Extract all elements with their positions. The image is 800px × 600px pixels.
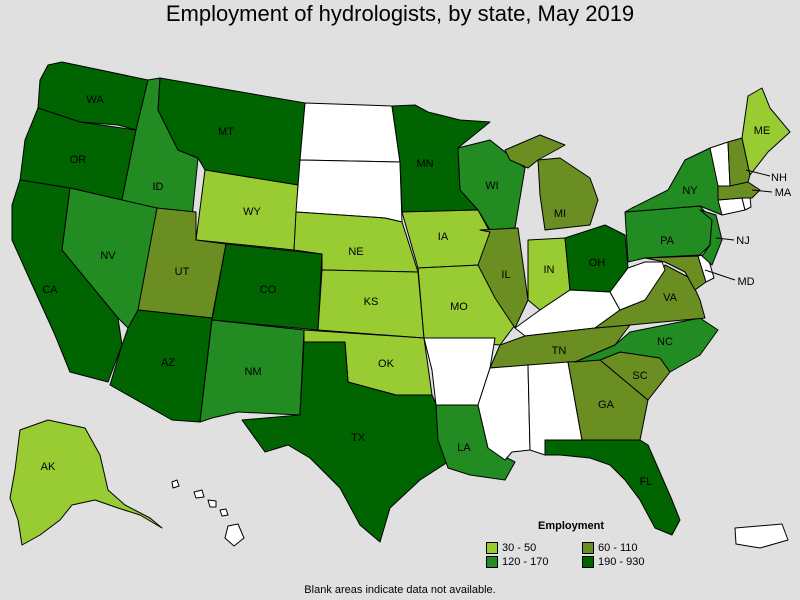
label-ME: ME — [754, 125, 771, 137]
label-LA: LA — [457, 442, 471, 454]
state-AK[interactable] — [9, 419, 163, 546]
label-WA: WA — [86, 94, 104, 106]
label-TN: TN — [552, 345, 567, 357]
label-NM: NM — [244, 366, 261, 378]
label-IA: IA — [438, 231, 449, 243]
state-FL[interactable] — [544, 439, 681, 536]
label-NH: NH — [771, 172, 787, 184]
label-TX: TX — [351, 432, 366, 444]
label-KS: KS — [364, 296, 379, 308]
label-FL: FL — [640, 476, 653, 488]
label-CO: CO — [260, 284, 277, 296]
label-NY: NY — [682, 185, 698, 197]
footnote: Blank areas indicate data not available. — [304, 584, 496, 596]
label-MO: MO — [450, 301, 468, 313]
state-NC[interactable] — [574, 317, 719, 373]
state-PR[interactable] — [734, 523, 789, 549]
legend-swatch — [582, 542, 594, 554]
legend-swatch — [486, 542, 498, 554]
legend-label: 60 - 110 — [598, 542, 638, 554]
callout-lines — [704, 169, 773, 281]
state-NY[interactable] — [624, 147, 723, 216]
state-ME[interactable] — [741, 87, 791, 176]
legend-label: 190 - 930 — [598, 556, 645, 568]
legend-swatch — [486, 556, 498, 568]
label-GA: GA — [598, 399, 615, 411]
state-CT[interactable] — [717, 197, 746, 216]
label-WI: WI — [485, 180, 498, 192]
state-HI[interactable] — [171, 479, 245, 547]
legend-item-60-110: 60 - 110 — [582, 542, 678, 554]
state-ND[interactable] — [299, 102, 401, 163]
label-WY: WY — [243, 206, 261, 218]
label-NJ: NJ — [736, 235, 749, 247]
label-IL: IL — [501, 269, 510, 281]
label-MI: MI — [554, 208, 566, 220]
label-IN: IN — [544, 264, 555, 276]
label-VA: VA — [663, 292, 678, 304]
legend-item-120-170: 120 - 170 — [486, 556, 582, 568]
label-ID: ID — [153, 181, 164, 193]
label-NE: NE — [348, 246, 363, 258]
state-WA[interactable] — [37, 61, 149, 131]
state-IL[interactable] — [477, 227, 529, 329]
label-UT: UT — [175, 266, 190, 278]
label-PA: PA — [660, 235, 675, 247]
legend-item-190-930: 190 - 930 — [582, 556, 678, 568]
state-MI[interactable] — [504, 134, 599, 231]
label-CA: CA — [42, 284, 58, 296]
label-MA: MA — [775, 187, 792, 199]
legend: Employment 30 - 50 60 - 110 120 - 170 19… — [486, 520, 686, 569]
label-OR: OR — [70, 154, 87, 166]
label-SC: SC — [632, 370, 647, 382]
label-NC: NC — [657, 336, 673, 348]
label-MD: MD — [737, 276, 754, 288]
legend-swatch — [582, 556, 594, 568]
state-WV[interactable] — [609, 261, 666, 311]
legend-label: 30 - 50 — [502, 542, 537, 554]
label-NV: NV — [100, 250, 116, 262]
map-title: Employment of hydrologists, by state, Ma… — [165, 1, 635, 26]
label-AK: AK — [41, 461, 56, 473]
label-OK: OK — [378, 358, 395, 370]
label-OH: OH — [589, 257, 606, 269]
label-AZ: AZ — [161, 357, 175, 369]
state-TX[interactable] — [241, 341, 449, 543]
legend-title: Employment — [537, 520, 604, 532]
legend-item-30-50: 30 - 50 — [486, 542, 582, 554]
label-MT: MT — [218, 126, 234, 138]
state-PA[interactable] — [624, 205, 713, 263]
state-NJ[interactable] — [699, 209, 723, 266]
legend-label: 120 - 170 — [502, 556, 549, 568]
label-MN: MN — [416, 158, 433, 170]
